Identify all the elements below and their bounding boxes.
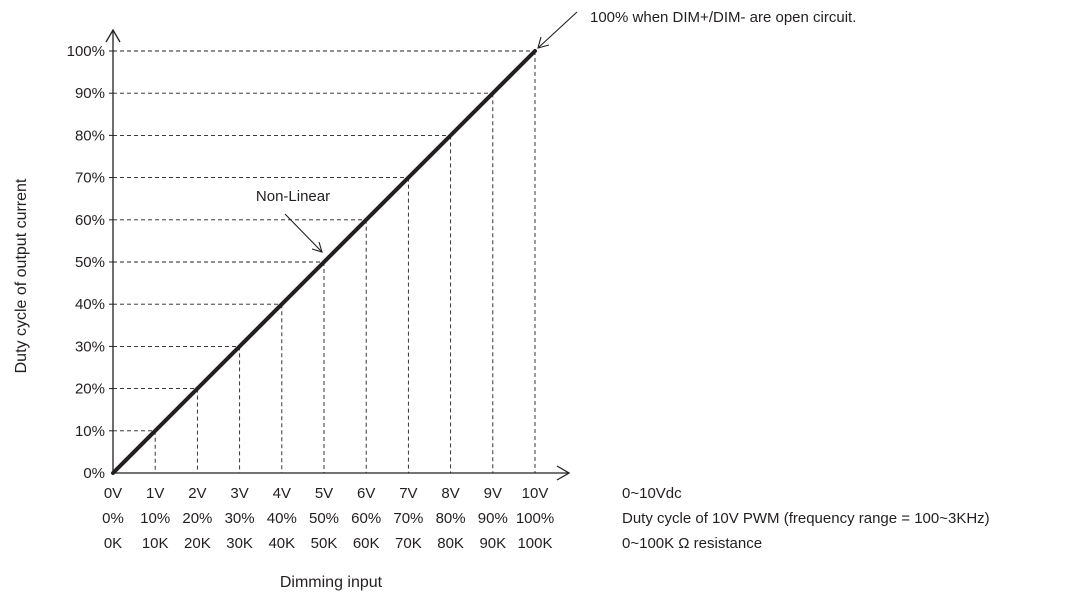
x-tick-label: 10V (522, 485, 549, 502)
annotation-non-linear-arrow (284, 213, 323, 253)
y-tick-label: 100% (67, 43, 105, 60)
x-axis-arrowhead (556, 465, 571, 481)
x-tick-label: 50K (311, 535, 338, 552)
x-tick-label: 70K (395, 535, 422, 552)
x-tick-label: 90% (478, 510, 508, 527)
x-tick-label: 10% (140, 510, 170, 527)
annotation-open-circuit-arrowhead (537, 36, 550, 49)
y-tick-label: 80% (75, 127, 105, 144)
y-tick-label: 30% (75, 338, 105, 355)
x-tick-label: 40K (268, 535, 295, 552)
annotation-non-linear: Non-Linear (256, 188, 330, 205)
annotation-non-linear-arrowhead (311, 241, 323, 253)
y-tick-label: 40% (75, 296, 105, 313)
x-tick-label: 2V (188, 485, 206, 502)
x-row-description: 0~100K Ω resistance (622, 535, 762, 552)
x-tick-label: 10K (142, 535, 169, 552)
x-tick-label: 100% (516, 510, 554, 527)
y-tick-label: 60% (75, 212, 105, 229)
y-axis-title: Duty cycle of output current (13, 178, 30, 373)
y-tick-label: 50% (75, 254, 105, 271)
series-layer (111, 49, 537, 475)
annotations: 100% when DIM+/DIM- are open circuit. Non… (256, 9, 856, 253)
axes (105, 28, 571, 481)
x-tick-label: 4V (273, 485, 291, 502)
x-tick-label: 80K (437, 535, 464, 552)
x-row-descriptions: 0~10Vdc Duty cycle of 10V PWM (frequency … (622, 485, 990, 552)
x-tick-label: 1V (146, 485, 164, 502)
guide-lines (113, 50, 536, 473)
y-tick-label: 70% (75, 170, 105, 187)
x-tick-label: 60% (351, 510, 381, 527)
tick-labels: 0% 10% 20% 30% 40% 50% 60% 70% 80% 90% 100% 0V 1V 2V 3… (67, 43, 555, 552)
x-tick-label: 6V (357, 485, 375, 502)
annotation-open-circuit: 100% when DIM+/DIM- are open circuit. (590, 9, 856, 26)
x-tick-label: 20% (182, 510, 212, 527)
x-tick-label: 80% (436, 510, 466, 527)
x-tick-label: 9V (484, 485, 502, 502)
x-tick-label: 0% (102, 510, 124, 527)
x-tick-label: 30% (225, 510, 255, 527)
x-row-description: 0~10Vdc (622, 485, 682, 502)
x-tick-label: 60K (353, 535, 380, 552)
x-row-description: Duty cycle of 10V PWM (frequency range =… (622, 510, 990, 527)
x-tick-label: 70% (393, 510, 423, 527)
y-tick-label: 90% (75, 85, 105, 102)
x-tick-label: 50% (309, 510, 339, 527)
x-tick-label: 100K (517, 535, 552, 552)
x-tick-label: 40% (267, 510, 297, 527)
series-line (111, 49, 537, 475)
x-tick-label: 8V (441, 485, 459, 502)
x-tick-label: 20K (184, 535, 211, 552)
y-axis-arrowhead (105, 28, 121, 43)
y-tick-label: 20% (75, 381, 105, 398)
x-tick-label: 3V (230, 485, 248, 502)
x-tick-label: 30K (226, 535, 253, 552)
x-axis-title: Dimming input (280, 574, 383, 591)
y-tick-label: 10% (75, 423, 105, 440)
x-tick-label: 5V (315, 485, 333, 502)
x-tick-label: 7V (399, 485, 417, 502)
x-tick-label: 0K (104, 535, 122, 552)
x-tick-label: 90K (479, 535, 506, 552)
y-tick-label: 0% (83, 465, 105, 482)
annotation-open-circuit-arrow (537, 11, 578, 49)
x-tick-label: 0V (104, 485, 122, 502)
